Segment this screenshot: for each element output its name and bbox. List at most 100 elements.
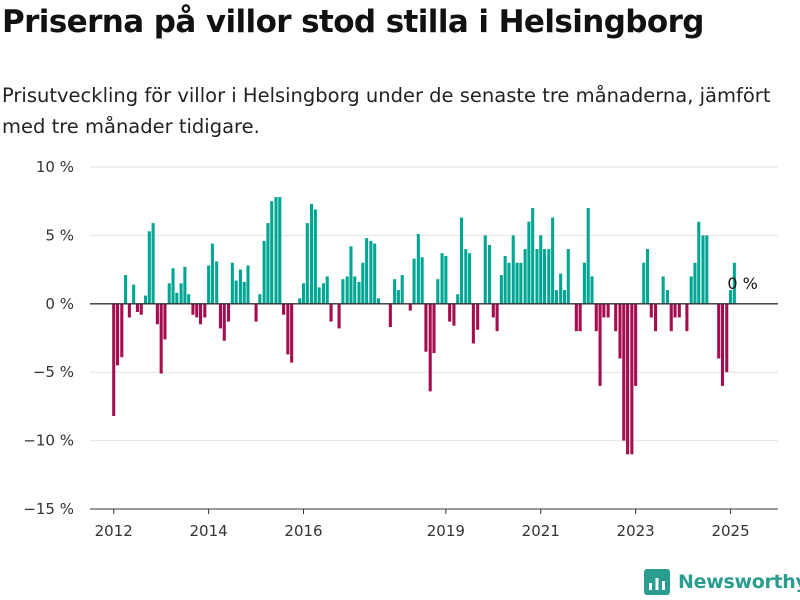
bar (353, 276, 357, 304)
y-tick-label: −15 % (23, 500, 74, 518)
bar-chart: 10 % 5 % 0 % −5 % −10 % −15 % 2012 2014 2016 2019… (23, 158, 778, 540)
y-tick-label: 10 % (36, 158, 74, 176)
bar (301, 283, 306, 304)
bar (598, 303, 602, 386)
bar (222, 303, 226, 341)
bar (274, 197, 278, 304)
bar (642, 262, 646, 304)
bar (163, 303, 167, 340)
bar (298, 298, 302, 304)
bar (729, 290, 733, 304)
bar (175, 292, 179, 304)
bar (476, 303, 480, 330)
bar (191, 303, 195, 315)
x-tick-label: 2014 (190, 522, 228, 540)
bar (266, 223, 270, 304)
newsworthy-logo-icon (644, 569, 670, 595)
bar (317, 287, 321, 304)
bar (238, 269, 242, 304)
bar (452, 303, 456, 326)
x-tick-label: 2021 (522, 522, 560, 540)
bar (135, 303, 139, 313)
bar (527, 221, 531, 304)
bar (459, 217, 464, 304)
latest-value-label: 0 % (727, 274, 757, 293)
bar (693, 262, 697, 304)
bar (120, 303, 124, 358)
bar (448, 303, 452, 322)
x-tick-label: 2012 (95, 522, 133, 540)
bar (732, 262, 736, 304)
bar (112, 303, 116, 416)
bar (396, 290, 400, 304)
bar (329, 303, 333, 322)
bar (468, 253, 472, 304)
bar (270, 201, 274, 304)
bar (483, 235, 487, 304)
x-tick-label: 2019 (427, 522, 465, 540)
bar (361, 262, 365, 304)
bar (539, 235, 543, 304)
bar (262, 240, 266, 304)
bar (195, 303, 199, 318)
bar (590, 276, 594, 304)
x-tick-label: 2016 (284, 522, 322, 540)
bar (673, 303, 677, 318)
bar (602, 303, 606, 318)
bar (543, 249, 547, 304)
bar (669, 303, 673, 332)
bar (649, 303, 653, 318)
bar (282, 303, 286, 315)
bar (630, 303, 634, 455)
bar (535, 249, 539, 304)
bar (127, 303, 131, 318)
bar (376, 298, 381, 304)
bar (661, 276, 665, 304)
bar (578, 303, 582, 332)
bar (701, 235, 705, 304)
bar (689, 276, 693, 304)
bar (124, 275, 128, 304)
bar (207, 265, 211, 304)
bar (258, 294, 262, 304)
bar (215, 261, 219, 304)
bar (143, 295, 148, 304)
bar (187, 294, 191, 304)
bar (278, 197, 282, 304)
axes: 10 % 5 % 0 % −5 % −10 % −15 % 2012 2014 2016 2019… (23, 158, 778, 540)
bar (373, 243, 377, 304)
bar (547, 249, 551, 304)
bar (254, 303, 258, 322)
bar (495, 303, 499, 332)
bar (685, 303, 689, 332)
bar (218, 303, 223, 329)
bar (286, 303, 290, 355)
bar (115, 303, 120, 366)
annotations: 0 % (727, 274, 757, 293)
bar (503, 255, 507, 304)
bar (199, 303, 203, 325)
bar (305, 223, 309, 304)
bar (313, 209, 317, 304)
bar (440, 253, 444, 304)
bar (523, 249, 527, 304)
bar (210, 243, 214, 304)
bar (491, 303, 495, 318)
newsworthy-logo-text: Newsworthy (678, 571, 800, 593)
bar (428, 303, 432, 392)
bars (112, 197, 736, 455)
bar (408, 303, 412, 311)
bar (365, 238, 369, 304)
bar (654, 303, 658, 332)
bar (345, 276, 349, 304)
bar (151, 223, 155, 304)
bar (357, 281, 361, 304)
newsworthy-logo: Newsworthy (644, 569, 800, 595)
bar (230, 262, 234, 304)
bar (321, 283, 325, 304)
bar (325, 276, 329, 304)
bar (412, 258, 416, 304)
bar (582, 262, 586, 304)
bar (559, 273, 563, 304)
bar (456, 294, 460, 304)
